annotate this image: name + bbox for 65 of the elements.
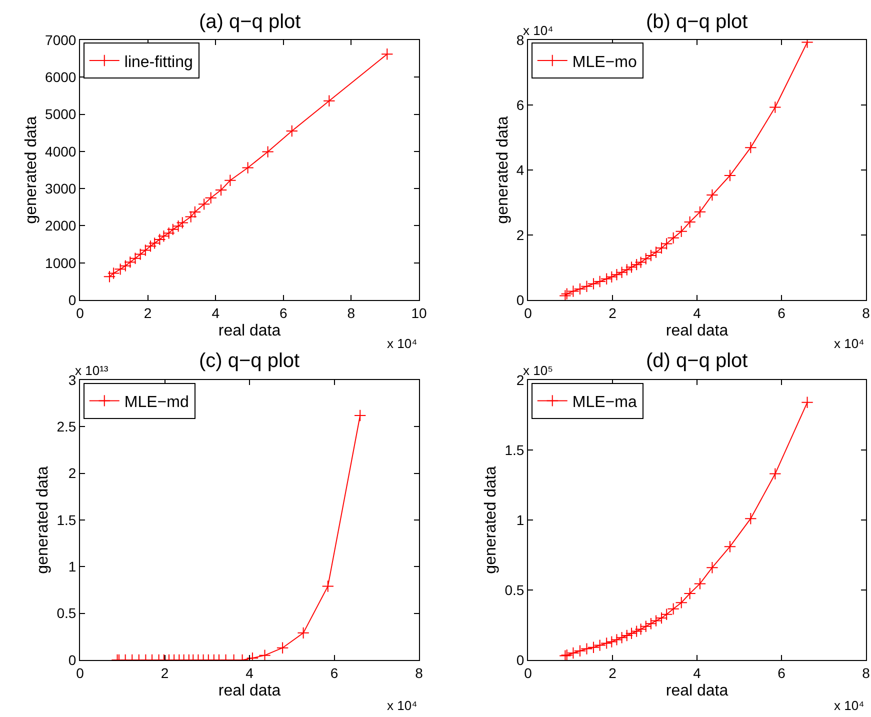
text: x 10⁴ xyxy=(834,336,864,351)
y-tick-label: 4000 xyxy=(45,143,76,160)
y-tick-label: 3000 xyxy=(45,180,76,196)
x-axis-title: real data xyxy=(218,322,281,340)
legend-label: MLE−mo xyxy=(572,54,637,71)
legend-label: line-fitting xyxy=(124,54,193,71)
y-tick-label: 1 xyxy=(68,558,76,575)
x-tick-label: 4 xyxy=(246,664,254,681)
y-tick-label: 7000 xyxy=(45,32,76,48)
y-tick-label: 4 xyxy=(516,162,524,178)
x-tick-label: 2 xyxy=(608,664,617,681)
x-tick-label: 6 xyxy=(778,664,786,681)
x-tick-label: 10 xyxy=(411,304,427,321)
y-tick-label: 0 xyxy=(68,292,76,308)
y-tick-label: 8 xyxy=(516,32,524,48)
y-axis-title: generated data xyxy=(22,116,40,224)
x-tick-label: 4 xyxy=(693,304,702,321)
x-tick-label: 2 xyxy=(608,304,617,321)
x-tick-label: 8 xyxy=(862,664,870,681)
text: x 10⁴ xyxy=(834,698,864,713)
x-tick-label: 6 xyxy=(778,304,786,321)
y-axis-title: generated data xyxy=(482,466,500,574)
y-tick-label: 2.5 xyxy=(56,418,76,435)
x-axis-title: real data xyxy=(666,682,728,700)
x-tick-label: 6 xyxy=(330,664,338,681)
chart-title: (a) q−q plot xyxy=(199,11,302,33)
y-tick-label: 1000 xyxy=(45,254,76,271)
y-tick-label: 6000 xyxy=(45,69,76,86)
chart-title: (b) q−q plot xyxy=(646,11,748,33)
y-tick-label: 3 xyxy=(68,372,76,388)
x-tick-label: 8 xyxy=(415,664,424,681)
y-tick-label: 2000 xyxy=(45,218,76,234)
chart-title: (c) q−q plot xyxy=(199,350,300,372)
y-axis-title: generated data xyxy=(34,466,52,574)
y-tick-label: 2 xyxy=(516,372,524,388)
x-tick-label: 4 xyxy=(212,304,220,321)
y-axis-title: generated data xyxy=(494,116,512,224)
x-tick-label: 2 xyxy=(160,664,169,681)
y-tick-label: 1.5 xyxy=(504,442,524,458)
y-tick-label: 1.5 xyxy=(56,512,76,528)
y-tick-label: 1 xyxy=(516,512,524,528)
y-tick-label: 0 xyxy=(68,652,76,668)
x-axis-title: real data xyxy=(218,682,281,700)
text: x 10⁵ xyxy=(523,363,553,378)
y-tick-label: 0 xyxy=(516,652,524,668)
legend-label: MLE−md xyxy=(124,394,189,411)
x-tick-label: 8 xyxy=(347,304,356,321)
text: x 10⁴ xyxy=(387,698,418,713)
x-tick-label: 6 xyxy=(280,304,288,321)
text: x 10⁴ xyxy=(387,336,418,351)
y-tick-label: 2 xyxy=(516,226,524,243)
y-tick-label: 6 xyxy=(516,96,524,113)
x-axis-title: real data xyxy=(666,322,728,340)
x-tick-label: 2 xyxy=(144,304,152,321)
text: x 10⁴ xyxy=(523,23,554,38)
chart-title: (d) q−q plot xyxy=(646,350,748,372)
x-tick-label: 8 xyxy=(862,304,870,321)
y-tick-label: 0.5 xyxy=(56,605,76,622)
y-tick-label: 0 xyxy=(516,292,524,308)
legend-label: MLE−ma xyxy=(572,394,637,411)
y-tick-label: 5000 xyxy=(45,106,76,122)
text: x 10¹³ xyxy=(75,363,109,378)
y-tick-label: 2 xyxy=(68,465,76,482)
y-tick-label: 0.5 xyxy=(504,582,524,598)
x-tick-label: 4 xyxy=(693,664,702,681)
